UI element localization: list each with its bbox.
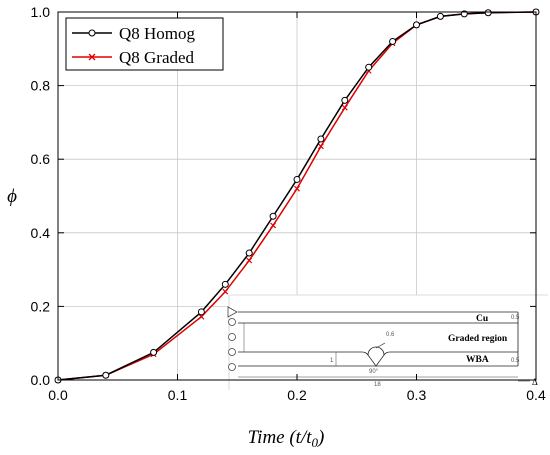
dim-wba-label: 0.5 — [511, 358, 520, 364]
wba-label: WBA — [466, 355, 489, 365]
series-layer — [54, 8, 540, 384]
y-tick-label: 0.6 — [31, 151, 51, 167]
data-point-homog — [293, 175, 301, 183]
roller-support-icon — [228, 363, 236, 371]
x-tick-label: 0.3 — [407, 387, 427, 403]
data-point-homog — [484, 9, 492, 17]
x-tick-label: 0.4 — [526, 387, 546, 403]
inset-figure: 0.6 90° 1 0.5 0.5 18 Δ Cu Graded region … — [227, 294, 548, 390]
x-tick-label: 0.0 — [48, 387, 68, 403]
data-point-homog — [389, 37, 397, 45]
data-point-homog — [197, 308, 205, 316]
grid-lines — [58, 12, 536, 380]
notch-v — [367, 354, 385, 367]
x-tick-label: 0.1 — [168, 387, 188, 403]
legend-box — [65, 17, 224, 71]
data-point-graded — [294, 185, 300, 192]
roller-support-icon — [228, 333, 236, 341]
legend-marker-graded-icon — [88, 53, 96, 61]
dim-cu-label: 0.5 — [511, 315, 520, 321]
data-point-homog — [150, 348, 158, 356]
y-tick-label: 0.8 — [31, 78, 51, 94]
dim-h-label: 1 — [330, 358, 334, 364]
data-point-homog — [221, 280, 229, 288]
legend: Q8 Homog Q8 Graded — [65, 17, 224, 71]
radius-line — [375, 342, 386, 349]
data-point-homog — [269, 212, 277, 220]
delta-label: Δ — [532, 377, 538, 387]
data-point-homog — [413, 21, 420, 29]
radius-label: 0.6 — [386, 332, 395, 338]
data-point-homog — [317, 135, 325, 143]
y-tick-label: 0.4 — [31, 225, 51, 241]
roller-support-icon — [228, 318, 236, 326]
data-point-homog — [436, 12, 444, 20]
angle-label: 90° — [369, 369, 379, 375]
inset-background — [229, 295, 548, 390]
data-point-graded — [270, 222, 277, 229]
data-point-graded — [198, 313, 205, 320]
legend-label-graded: Q8 Graded — [119, 48, 195, 67]
data-point-homog — [341, 96, 349, 104]
y-tick-label: 1.0 — [31, 4, 51, 20]
cu-label: Cu — [476, 314, 489, 324]
fixed-support-icon — [227, 306, 238, 318]
axis-ticks: 0.0 0.1 0.2 0.3 0.4 0.0 0.2 0.4 0.6 0.8 1.0 — [31, 4, 546, 403]
roller-support-icon — [228, 348, 236, 356]
y-axis-title: ϕ — [7, 186, 17, 207]
x-axis-title: Time (t/t0) — [248, 427, 325, 450]
y-tick-label: 0.0 — [31, 372, 51, 388]
legend-marker-homog-icon — [88, 29, 96, 37]
notch-outline — [361, 346, 391, 357]
legend-label-homog: Q8 Homog — [119, 24, 196, 43]
width-label: 18 — [374, 382, 381, 388]
data-point-graded — [246, 257, 253, 264]
data-point-homog — [245, 249, 253, 257]
data-point-homog — [102, 371, 110, 379]
x-tick-label: 0.2 — [287, 387, 307, 403]
graded-region-label: Graded region — [448, 334, 508, 344]
data-point-homog — [365, 63, 373, 71]
data-point-graded — [222, 288, 229, 295]
data-point-graded — [317, 143, 324, 150]
data-point-graded — [341, 104, 348, 111]
y-tick-label: 0.2 — [31, 298, 51, 314]
